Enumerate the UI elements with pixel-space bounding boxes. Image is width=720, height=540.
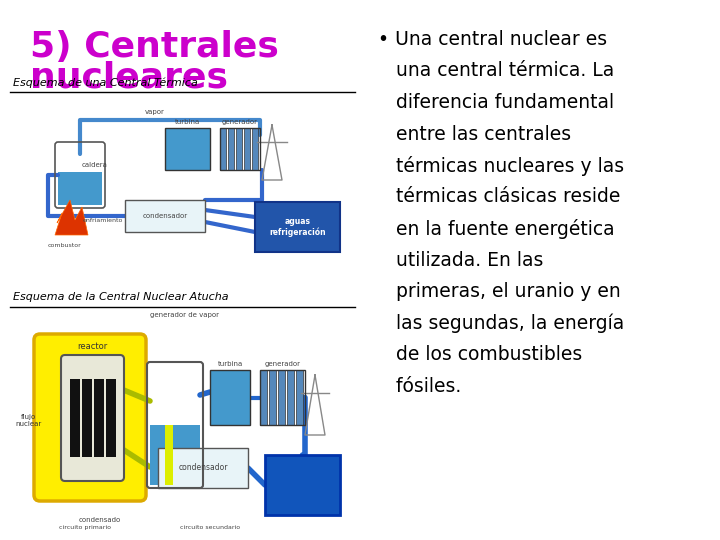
Text: Esquema de una Central Térmica: Esquema de una Central Térmica — [13, 77, 198, 87]
Text: condensado: condensado — [79, 517, 121, 523]
Text: diferencia fundamental: diferencia fundamental — [378, 93, 614, 112]
Bar — [106, 379, 115, 457]
Text: turbina: turbina — [217, 361, 243, 367]
Text: aguas
refrigeración: aguas refrigeración — [269, 217, 326, 237]
Text: 5) Centrales: 5) Centrales — [30, 30, 279, 64]
Bar — [220, 128, 226, 170]
FancyBboxPatch shape — [34, 334, 146, 501]
Text: las segundas, la energía: las segundas, la energía — [378, 314, 624, 333]
Text: enfriamiento: enfriamiento — [83, 218, 123, 222]
Text: térmicas nucleares y las: térmicas nucleares y las — [378, 156, 624, 176]
Bar — [269, 370, 276, 425]
Text: en la fuente energética: en la fuente energética — [378, 219, 615, 239]
Text: circuito secundario: circuito secundario — [180, 525, 240, 530]
Bar — [125, 200, 205, 232]
Text: fósiles.: fósiles. — [378, 376, 462, 395]
Text: condensador: condensador — [179, 463, 228, 472]
Text: circuito primario: circuito primario — [59, 525, 111, 530]
Bar — [70, 379, 79, 457]
Text: caldera: caldera — [82, 162, 108, 168]
FancyBboxPatch shape — [165, 128, 210, 170]
Bar — [10, 307, 355, 530]
Bar — [296, 370, 303, 425]
Text: reactor: reactor — [77, 342, 107, 351]
Text: flujo
nuclear: flujo nuclear — [15, 414, 41, 427]
Bar — [260, 370, 305, 425]
Bar — [220, 128, 260, 170]
Text: primeras, el uranio y en: primeras, el uranio y en — [378, 282, 621, 301]
Text: térmicas clásicas reside: térmicas clásicas reside — [378, 187, 621, 206]
Text: turbina: turbina — [175, 119, 200, 125]
Bar — [10, 92, 355, 270]
Bar — [236, 128, 242, 170]
Text: • Una central nuclear es: • Una central nuclear es — [378, 30, 607, 49]
Bar — [252, 128, 258, 170]
Text: entre las centrales: entre las centrales — [378, 125, 571, 144]
Bar — [260, 370, 267, 425]
FancyBboxPatch shape — [58, 172, 102, 205]
Bar — [165, 425, 173, 485]
FancyBboxPatch shape — [61, 355, 124, 481]
Text: utilizada. En las: utilizada. En las — [378, 251, 544, 269]
FancyBboxPatch shape — [210, 370, 250, 425]
Text: condensador: condensador — [143, 213, 188, 219]
Text: combustor: combustor — [48, 243, 82, 248]
Bar — [94, 379, 104, 457]
Bar — [244, 128, 250, 170]
Text: nucleares: nucleares — [30, 60, 228, 94]
Bar — [278, 370, 285, 425]
FancyBboxPatch shape — [265, 455, 340, 515]
Text: una central térmica. La: una central térmica. La — [378, 62, 614, 80]
Bar — [228, 128, 234, 170]
Text: generador: generador — [222, 119, 258, 125]
Text: generador de vapor: generador de vapor — [150, 312, 220, 318]
Bar — [81, 379, 91, 457]
Bar — [158, 448, 248, 488]
Polygon shape — [55, 200, 88, 235]
FancyBboxPatch shape — [255, 202, 340, 252]
Text: Esquema de la Central Nuclear Atucha: Esquema de la Central Nuclear Atucha — [13, 292, 229, 302]
Text: vapor: vapor — [145, 109, 165, 115]
Text: de los combustibles: de los combustibles — [378, 345, 582, 364]
Bar — [150, 425, 200, 485]
Text: generador: generador — [264, 361, 300, 367]
Bar — [287, 370, 294, 425]
